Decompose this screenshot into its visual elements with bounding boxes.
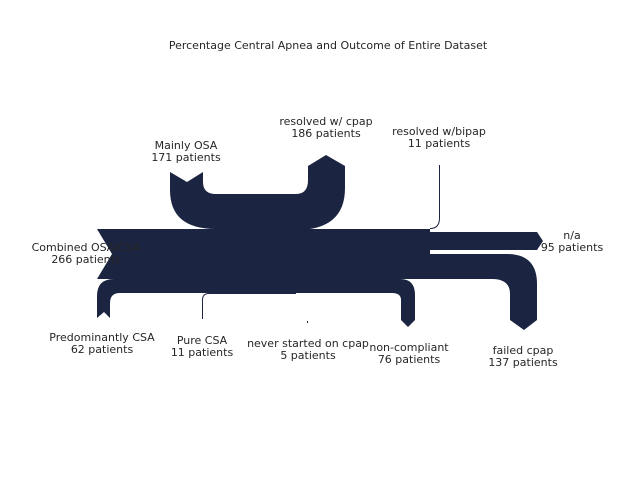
count-combined: 266 patients <box>51 253 121 266</box>
count-resolved-cpap: 186 patients <box>291 127 361 140</box>
flow-trunk <box>214 229 430 279</box>
flow-combined-input <box>97 229 216 279</box>
label-never-started: never started on cpap <box>247 337 369 350</box>
flow-pure-csa-input <box>202 293 214 319</box>
flow-na-output <box>430 232 543 250</box>
label-mainly-osa: Mainly OSA <box>155 139 218 152</box>
count-na: 95 patients <box>541 241 604 254</box>
node-labels: Combined OSA/CSA 266 patients Mainly OSA… <box>32 115 604 369</box>
count-predominantly-csa: 62 patients <box>71 343 134 356</box>
count-resolved-bipap: 11 patients <box>408 137 471 150</box>
count-pure-csa: 11 patients <box>171 346 234 359</box>
flow-trunk-upper <box>214 194 296 230</box>
count-non-compliant: 76 patients <box>378 353 441 366</box>
label-failed-cpap: failed cpap <box>493 344 554 357</box>
flow-resolved-cpap-output <box>296 155 345 230</box>
flow-resolved-bipap-output <box>430 165 440 229</box>
flow-trunk-lower <box>214 278 296 294</box>
count-never-started: 5 patients <box>280 349 336 362</box>
flow-failed-cpap-output <box>430 254 537 330</box>
label-pure-csa: Pure CSA <box>177 334 228 347</box>
label-na: n/a <box>563 229 580 242</box>
label-non-compliant: non-compliant <box>369 341 449 354</box>
flow-never-started-output <box>307 321 308 323</box>
label-resolved-bipap: resolved w/bipap <box>392 125 486 138</box>
count-failed-cpap: 137 patients <box>488 356 558 369</box>
flow-mainly-osa-input <box>170 172 216 229</box>
chart-title: Percentage Central Apnea and Outcome of … <box>169 39 488 52</box>
flow-non-compliant-output <box>296 279 415 327</box>
label-predominantly-csa: Predominantly CSA <box>49 331 155 344</box>
count-mainly-osa: 171 patients <box>151 151 221 164</box>
label-resolved-cpap: resolved w/ cpap <box>279 115 372 128</box>
flow-predominantly-csa-input <box>97 279 214 318</box>
label-combined: Combined OSA/CSA <box>32 241 141 254</box>
flows <box>97 155 543 330</box>
